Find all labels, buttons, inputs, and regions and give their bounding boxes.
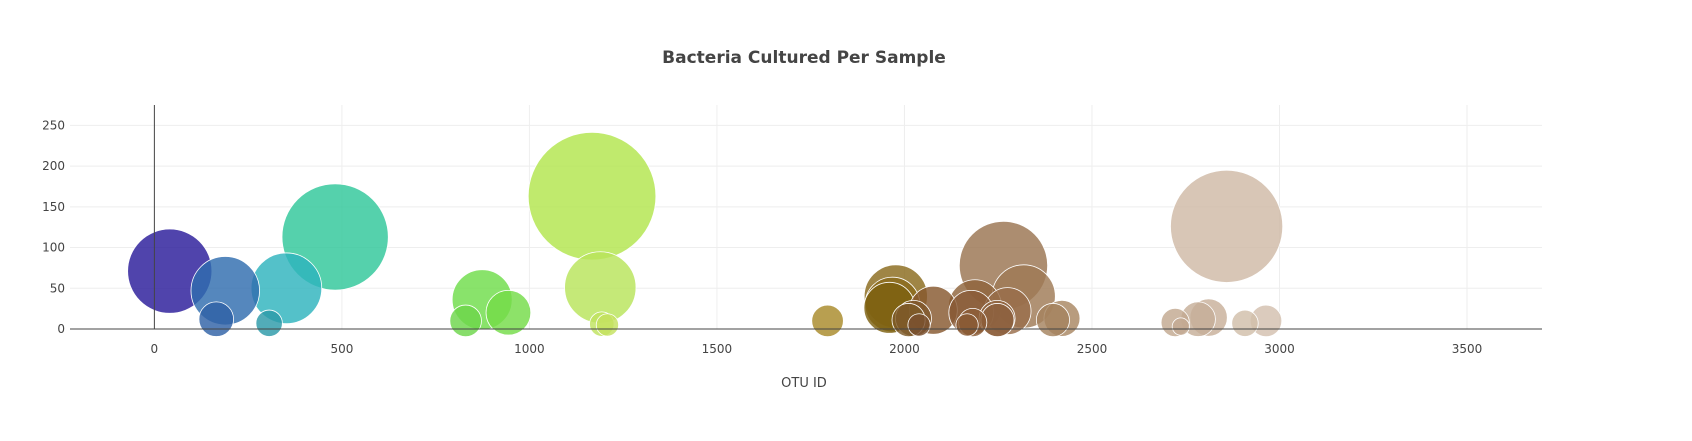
y-tick-labels: 0 50 100 150 200 250 <box>42 118 65 336</box>
y-tick-label: 250 <box>42 118 65 132</box>
x-tick-label: 1500 <box>702 342 733 356</box>
bubble-point <box>955 313 979 337</box>
bubble-point <box>907 313 931 337</box>
x-tick-label: 2500 <box>1077 342 1108 356</box>
y-tick-label: 100 <box>42 241 65 255</box>
x-tick-label: 3500 <box>1452 342 1483 356</box>
bubble-point <box>1170 169 1284 283</box>
axes <box>70 105 1542 330</box>
x-tick-labels: 0 500 1000 1500 2000 2500 3000 3500 <box>151 342 1483 356</box>
chart-title: Bacteria Cultured Per Sample <box>662 48 946 68</box>
y-tick-label: 50 <box>50 281 65 295</box>
bubble-point <box>1231 309 1259 337</box>
x-tick-label: 500 <box>330 342 353 356</box>
y-tick-label: 150 <box>42 200 65 214</box>
y-tick-label: 200 <box>42 159 65 173</box>
x-tick-label: 1000 <box>514 342 545 356</box>
bubble-point <box>595 313 620 337</box>
bubble-point <box>1171 317 1190 336</box>
bubble-point <box>255 309 283 337</box>
y-tick-label: 0 <box>57 322 65 336</box>
bubble-point <box>449 304 482 338</box>
bubble-point <box>527 131 657 261</box>
bubble-point <box>811 304 844 338</box>
x-axis-title: OTU ID <box>781 376 827 391</box>
x-tick-label: 2000 <box>889 342 920 356</box>
bubble-point <box>485 289 532 336</box>
bubble-series <box>127 131 1284 338</box>
x-tick-label: 3000 <box>1264 342 1295 356</box>
bubble-point <box>1035 303 1070 338</box>
x-tick-label: 0 <box>151 342 159 356</box>
bubble-point <box>198 301 234 337</box>
